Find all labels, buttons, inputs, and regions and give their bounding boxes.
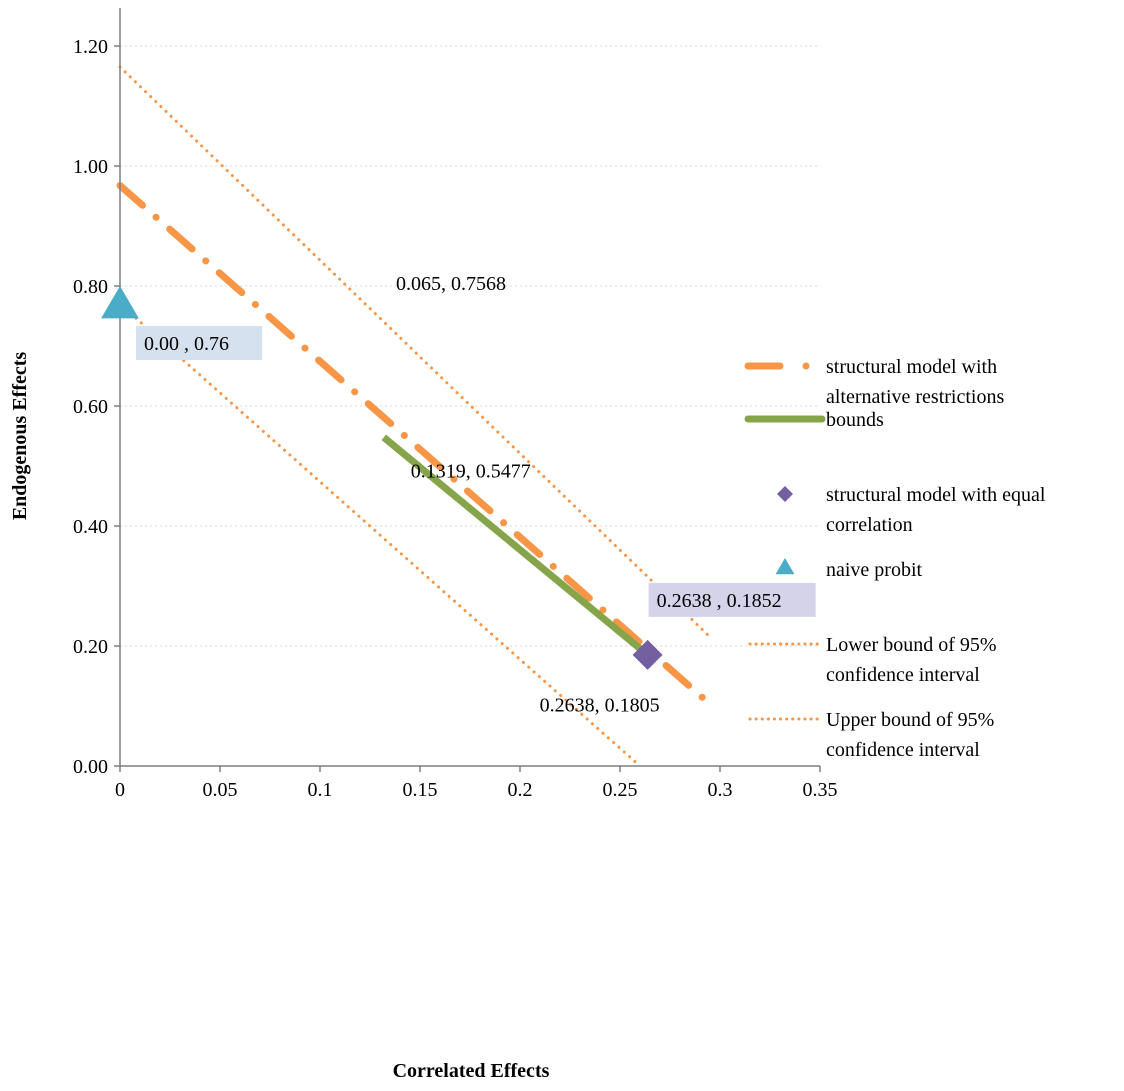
legend-label-5-1: confidence interval xyxy=(826,739,980,761)
legend-label-2-0: structural model with equal xyxy=(826,484,1046,506)
legend-label-5-0: Upper bound of 95% xyxy=(826,709,994,731)
annotation-box-3 xyxy=(648,582,816,617)
y-tick-label-3: 0.60 xyxy=(73,396,108,418)
legend-label-2-1: correlation xyxy=(826,514,913,536)
legend-label-0-0: structural model with xyxy=(826,356,997,378)
annotation-label-2: 0.1319, 0.5477 xyxy=(411,460,531,482)
legend: structural model with alternative restric… xyxy=(744,356,1046,761)
x-tick-label-6: 0.3 xyxy=(708,779,733,801)
marker-naive-probit-3 xyxy=(101,286,139,319)
markers xyxy=(101,286,663,670)
x-tick-label-5: 0.25 xyxy=(603,779,638,801)
series-line-1 xyxy=(381,434,650,658)
x-tick-label-1: 0.05 xyxy=(203,779,238,801)
y-tick-label-2: 0.40 xyxy=(73,516,108,538)
series-layer xyxy=(116,65,712,768)
legend-label-0-1: alternative restrictions xyxy=(826,386,1004,408)
y-tick-label-6: 1.20 xyxy=(73,36,108,58)
annotations: 0.065, 0.7568 0.00 , 0.76 0.1319, 0.5477 0.… xyxy=(136,273,816,717)
series-line-4 xyxy=(118,302,642,768)
x-tick-label-3: 0.15 xyxy=(403,779,438,801)
annotation-label-1: 0.00 , 0.76 xyxy=(144,333,229,355)
legend-symbol-3 xyxy=(775,558,795,575)
x-axis-title: Correlated Effects xyxy=(393,1060,550,1082)
legend-symbol-2 xyxy=(777,486,793,502)
y-tick-label-0: 0.00 xyxy=(73,756,108,778)
x-tick-label-4: 0.2 xyxy=(508,779,533,801)
annotation-label-0: 0.065, 0.7568 xyxy=(396,273,506,295)
legend-label-1-0: bounds xyxy=(826,409,884,431)
legend-label-3-0: naive probit xyxy=(826,559,923,581)
axes: 0.00 0.20 0.40 0.60 0.80 1.00 1.20 0 0.05 0.1 0.15… xyxy=(73,8,838,801)
marker-equal-correlation-2 xyxy=(632,639,663,670)
x-tick-label-7: 0.35 xyxy=(803,779,838,801)
legend-label-4-1: confidence interval xyxy=(826,664,980,686)
annotation-box-1 xyxy=(136,326,263,360)
legend-label-4-0: Lower bound of 95% xyxy=(826,634,997,656)
y-axis-title: Endogenous Effects xyxy=(9,352,31,521)
annotation-label-3: 0.2638 , 0.1852 xyxy=(657,590,782,612)
legend-symbol-dot-0 xyxy=(802,362,810,370)
series-line-0 xyxy=(116,182,711,705)
x-tick-label-2: 0.1 xyxy=(308,779,333,801)
y-tick-label-1: 0.20 xyxy=(73,636,108,658)
y-tick-label-5: 1.00 xyxy=(73,156,108,178)
x-tick-label-0: 0 xyxy=(115,779,125,801)
y-tick-label-4: 0.80 xyxy=(73,276,108,298)
annotation-label-4: 0.2638, 0.1805 xyxy=(540,695,660,717)
